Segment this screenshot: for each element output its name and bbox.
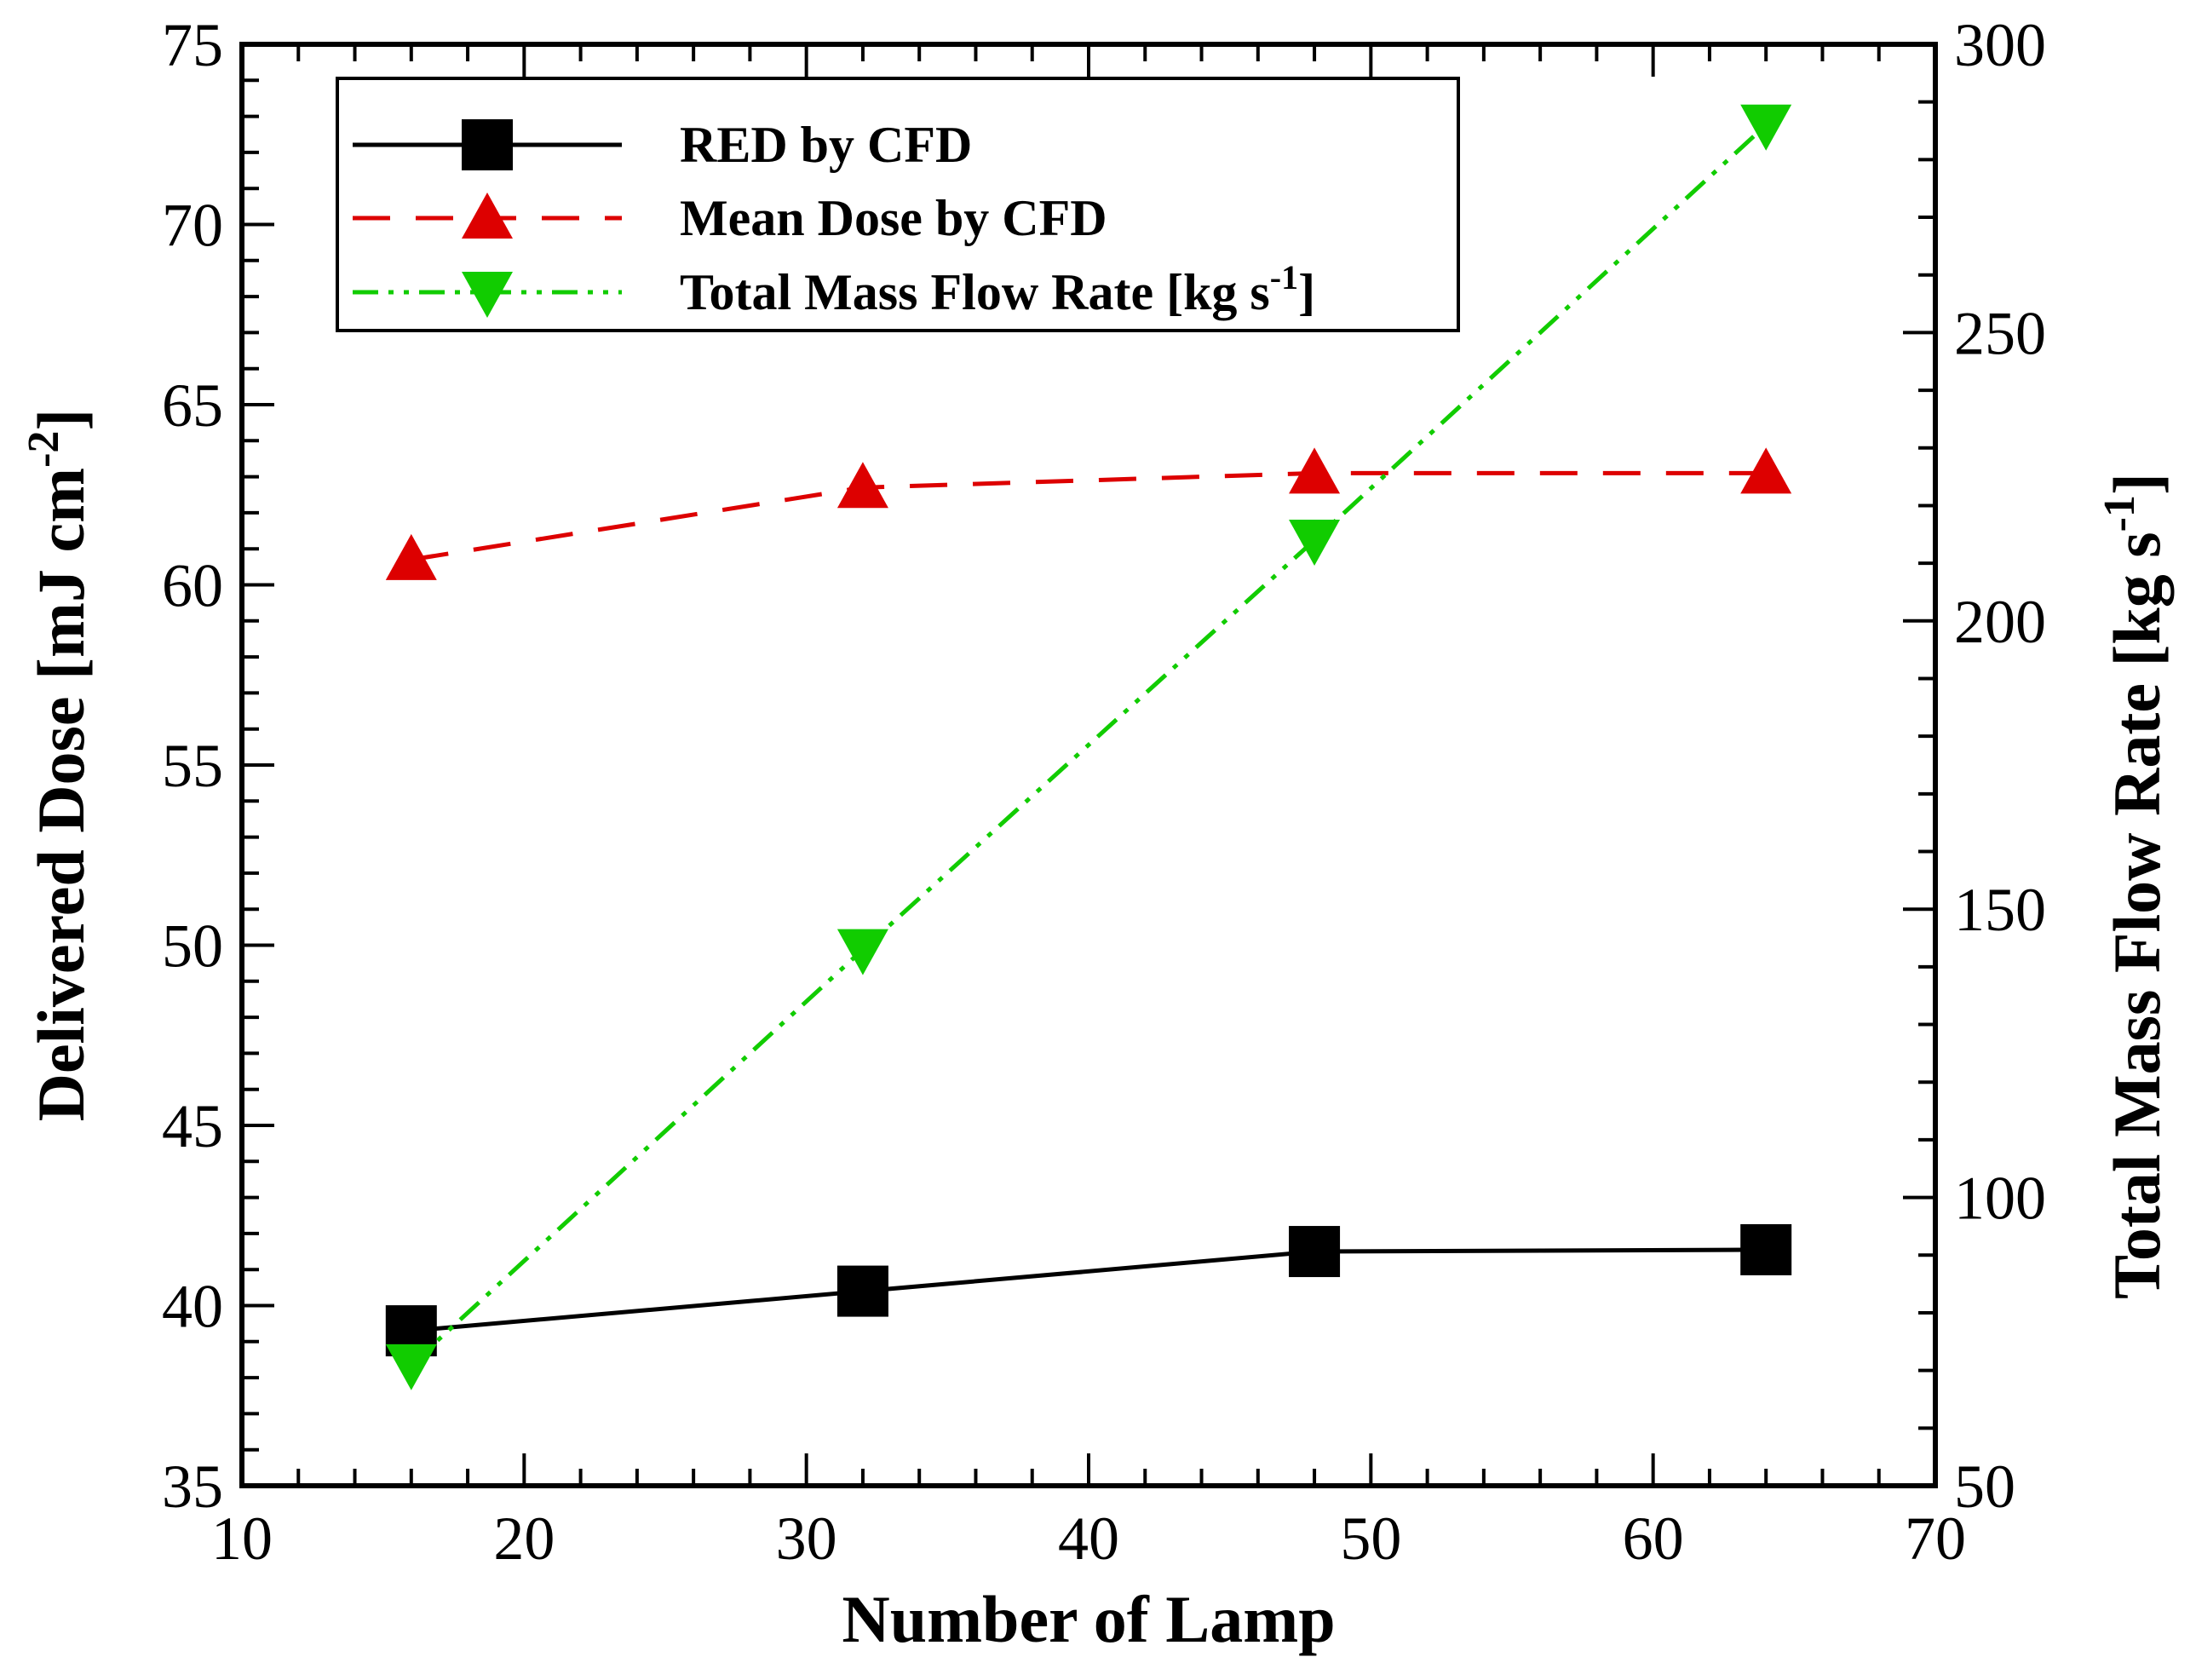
series-2-marker: [1740, 447, 1792, 494]
legend-box: [336, 77, 1460, 332]
series-2-marker: [385, 533, 437, 580]
legend-marker-1: [462, 119, 513, 170]
series-line-1: [411, 1247, 1767, 1333]
series-1-marker: [1740, 1223, 1792, 1275]
x-axis-title: Number of Lamp: [842, 1582, 1335, 1656]
right-axis-title: Total Mass Flow Rate [kg s-1]: [2095, 473, 2174, 1299]
left-axis-title: Delivered Dose [mJ cm-2]: [20, 409, 98, 1122]
legend-label-1: RED by CFD: [680, 117, 972, 173]
series-3-marker: [385, 1343, 437, 1390]
y-left-tick-label: 60: [162, 552, 223, 620]
y-left-tick-label: 50: [162, 912, 223, 981]
y-left-tick-label: 45: [162, 1092, 223, 1160]
x-tick-label: 60: [1623, 1505, 1684, 1573]
y-right-tick-label: 100: [1954, 1165, 2046, 1233]
y-right-tick-label: 250: [1954, 299, 2046, 367]
legend-marker-3: [462, 272, 513, 318]
series-1-marker: [836, 1265, 888, 1317]
series-line-3: [410, 123, 1768, 1366]
series-1-marker: [1289, 1226, 1341, 1278]
x-tick-label: 50: [1340, 1505, 1401, 1573]
x-tick-label: 40: [1058, 1505, 1119, 1573]
legend-label-2: Mean Dose by CFD: [680, 190, 1107, 246]
series-3-marker: [836, 929, 888, 975]
y-right-tick-label: 300: [1954, 11, 2046, 79]
y-left-tick-label: 40: [162, 1273, 223, 1341]
y-right-tick-label: 150: [1954, 876, 2046, 944]
legend-marker-2: [462, 193, 513, 239]
y-left-tick-label: 70: [162, 192, 223, 260]
x-tick-label: 30: [776, 1505, 837, 1573]
y-left-tick-label: 75: [162, 11, 223, 79]
series-2-marker: [1289, 447, 1341, 494]
series-3-marker: [1740, 104, 1792, 151]
y-left-tick-label: 65: [162, 371, 223, 440]
x-tick-label: 70: [1905, 1505, 1966, 1573]
y-left-tick-label: 55: [162, 732, 223, 800]
x-tick-label: 10: [211, 1505, 273, 1573]
series-line-2: [411, 470, 1767, 562]
x-tick-label: 20: [493, 1505, 555, 1573]
series-3-marker: [1289, 520, 1341, 567]
plot-frame: [239, 42, 1938, 1488]
legend-label-3: Total Mass Flow Rate [kg s-1]: [680, 258, 1315, 320]
y-left-tick-label: 35: [162, 1453, 223, 1521]
y-right-tick-label: 50: [1954, 1453, 2015, 1521]
y-right-tick-label: 200: [1954, 588, 2046, 656]
series-2-marker: [836, 462, 888, 509]
